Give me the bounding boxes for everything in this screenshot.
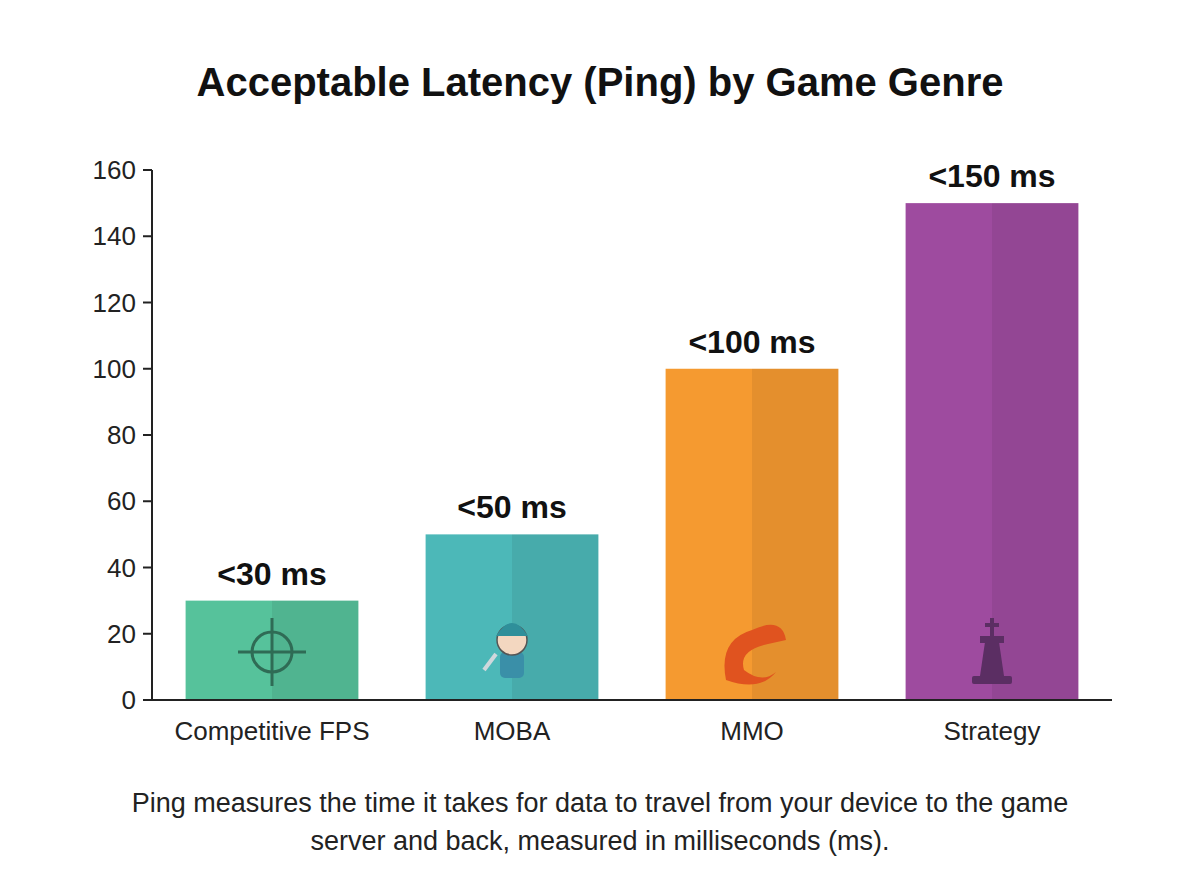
y-tick-label: 0 (122, 685, 136, 715)
y-tick-label: 100 (93, 354, 136, 384)
x-tick-label: Competitive FPS (174, 716, 369, 746)
icon (980, 636, 1004, 643)
icon (985, 623, 999, 627)
x-tick-label: MOBA (474, 716, 551, 746)
data-label: <100 ms (688, 324, 815, 360)
icon (980, 642, 1004, 676)
annotation-line: server and back, measured in millisecond… (310, 826, 889, 856)
y-tick (143, 434, 152, 436)
y-tick (143, 368, 152, 370)
y-tick (143, 633, 152, 635)
icon (972, 676, 1012, 684)
x-axis (152, 699, 1112, 701)
bar (666, 369, 839, 700)
bar (906, 203, 1079, 700)
data-label: <50 ms (457, 489, 566, 525)
y-tick-label: 60 (107, 486, 136, 516)
icon (271, 618, 274, 686)
annotation-line: Ping measures the time it takes for data… (132, 788, 1068, 818)
y-tick-label: 20 (107, 619, 136, 649)
data-label: <150 ms (928, 158, 1055, 194)
x-tick-label: Strategy (944, 716, 1041, 746)
y-tick (143, 567, 152, 569)
y-tick (143, 699, 152, 701)
title: Acceptable Latency (Ping) by Game Genre (197, 60, 1004, 104)
y-tick-label: 140 (93, 221, 136, 251)
annotation: Ping measures the time it takes for data… (132, 788, 1068, 856)
y-tick (143, 169, 152, 171)
icon (724, 625, 786, 685)
y-tick-label: 120 (93, 288, 136, 318)
y-tick (143, 500, 152, 502)
bar (426, 534, 599, 700)
y-tick-label: 160 (93, 155, 136, 185)
chart: Acceptable Latency (Ping) by Game Genre <… (0, 0, 1200, 896)
bars (186, 203, 1079, 700)
data-label: <30 ms (217, 556, 326, 592)
icon (500, 652, 524, 678)
icon (484, 654, 496, 670)
bar (186, 601, 359, 700)
icon (496, 623, 528, 636)
icons (238, 618, 1012, 686)
y-tick-label: 40 (107, 553, 136, 583)
x-tick-label: MMO (720, 716, 784, 746)
y-tick (143, 302, 152, 304)
y-tick (143, 235, 152, 237)
y-tick-label: 80 (107, 420, 136, 450)
